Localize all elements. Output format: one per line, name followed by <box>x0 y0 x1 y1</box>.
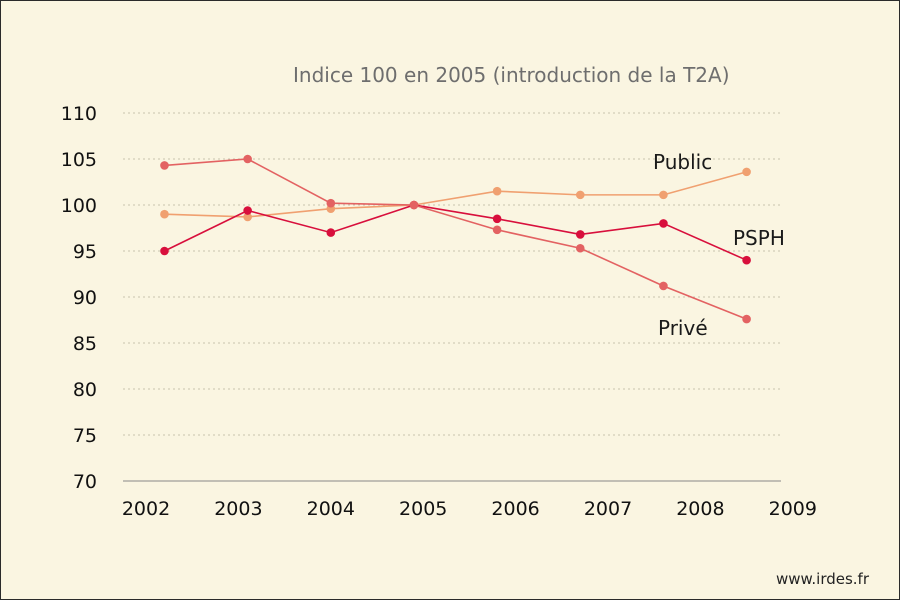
data-point-prive <box>409 200 419 210</box>
y-tick-label: 70 <box>73 471 97 493</box>
y-tick-label: 85 <box>73 333 97 355</box>
data-point-prive <box>742 314 751 324</box>
data-point-prive <box>243 154 252 164</box>
x-tick-label: 2004 <box>307 498 355 520</box>
series-label-public: Public <box>653 150 712 174</box>
y-tick-label: 95 <box>73 241 97 263</box>
data-point-psph <box>160 246 169 256</box>
data-point-prive <box>160 161 169 170</box>
source-url: www.irdes.fr <box>776 570 870 588</box>
series-label-prive: Privé <box>658 316 708 340</box>
series-label-psph: PSPH <box>733 226 785 250</box>
data-point-psph <box>575 230 585 239</box>
data-point-public <box>742 167 751 177</box>
x-tick-label: 2008 <box>676 498 724 520</box>
data-point-public <box>575 190 585 200</box>
data-point-prive <box>575 243 585 253</box>
data-point-psph <box>326 228 336 237</box>
x-tick-label: 2006 <box>491 498 539 520</box>
y-axis-ticks: 110 105 100 95 90 85 80 75 70 <box>61 103 97 493</box>
series-line-prive <box>164 158 747 320</box>
y-tick-label: 105 <box>61 149 97 171</box>
y-tick-label: 110 <box>61 103 97 125</box>
x-tick-label: 2005 <box>399 498 447 520</box>
series-line-psph <box>164 204 747 261</box>
data-point-public <box>160 209 169 219</box>
x-tick-label: 2009 <box>769 498 817 520</box>
data-point-public <box>243 212 252 222</box>
data-point-psph <box>742 255 751 265</box>
chart-subtitle: Indice 100 en 2005 (introduction de la T… <box>293 63 730 87</box>
x-tick-label: 2003 <box>214 498 262 520</box>
data-point-psph <box>492 214 502 224</box>
data-point-prive <box>326 198 336 208</box>
x-tick-label: 2007 <box>584 498 632 520</box>
data-point-psph <box>243 206 252 215</box>
series-group <box>160 154 751 324</box>
data-point-public <box>659 190 668 200</box>
x-tick-label: 2002 <box>122 498 170 520</box>
series-line-public <box>164 171 747 218</box>
y-tick-label: 100 <box>61 195 97 217</box>
x-axis-ticks: 2002 2003 2004 2005 2006 2007 2008 2009 <box>122 498 817 520</box>
data-point-prive <box>492 225 502 235</box>
y-tick-label: 75 <box>73 425 97 447</box>
y-tick-label: 80 <box>73 379 97 401</box>
data-point-public <box>492 186 502 196</box>
data-point-prive <box>659 281 668 291</box>
y-tick-label: 90 <box>73 287 97 309</box>
data-point-psph <box>659 219 668 228</box>
